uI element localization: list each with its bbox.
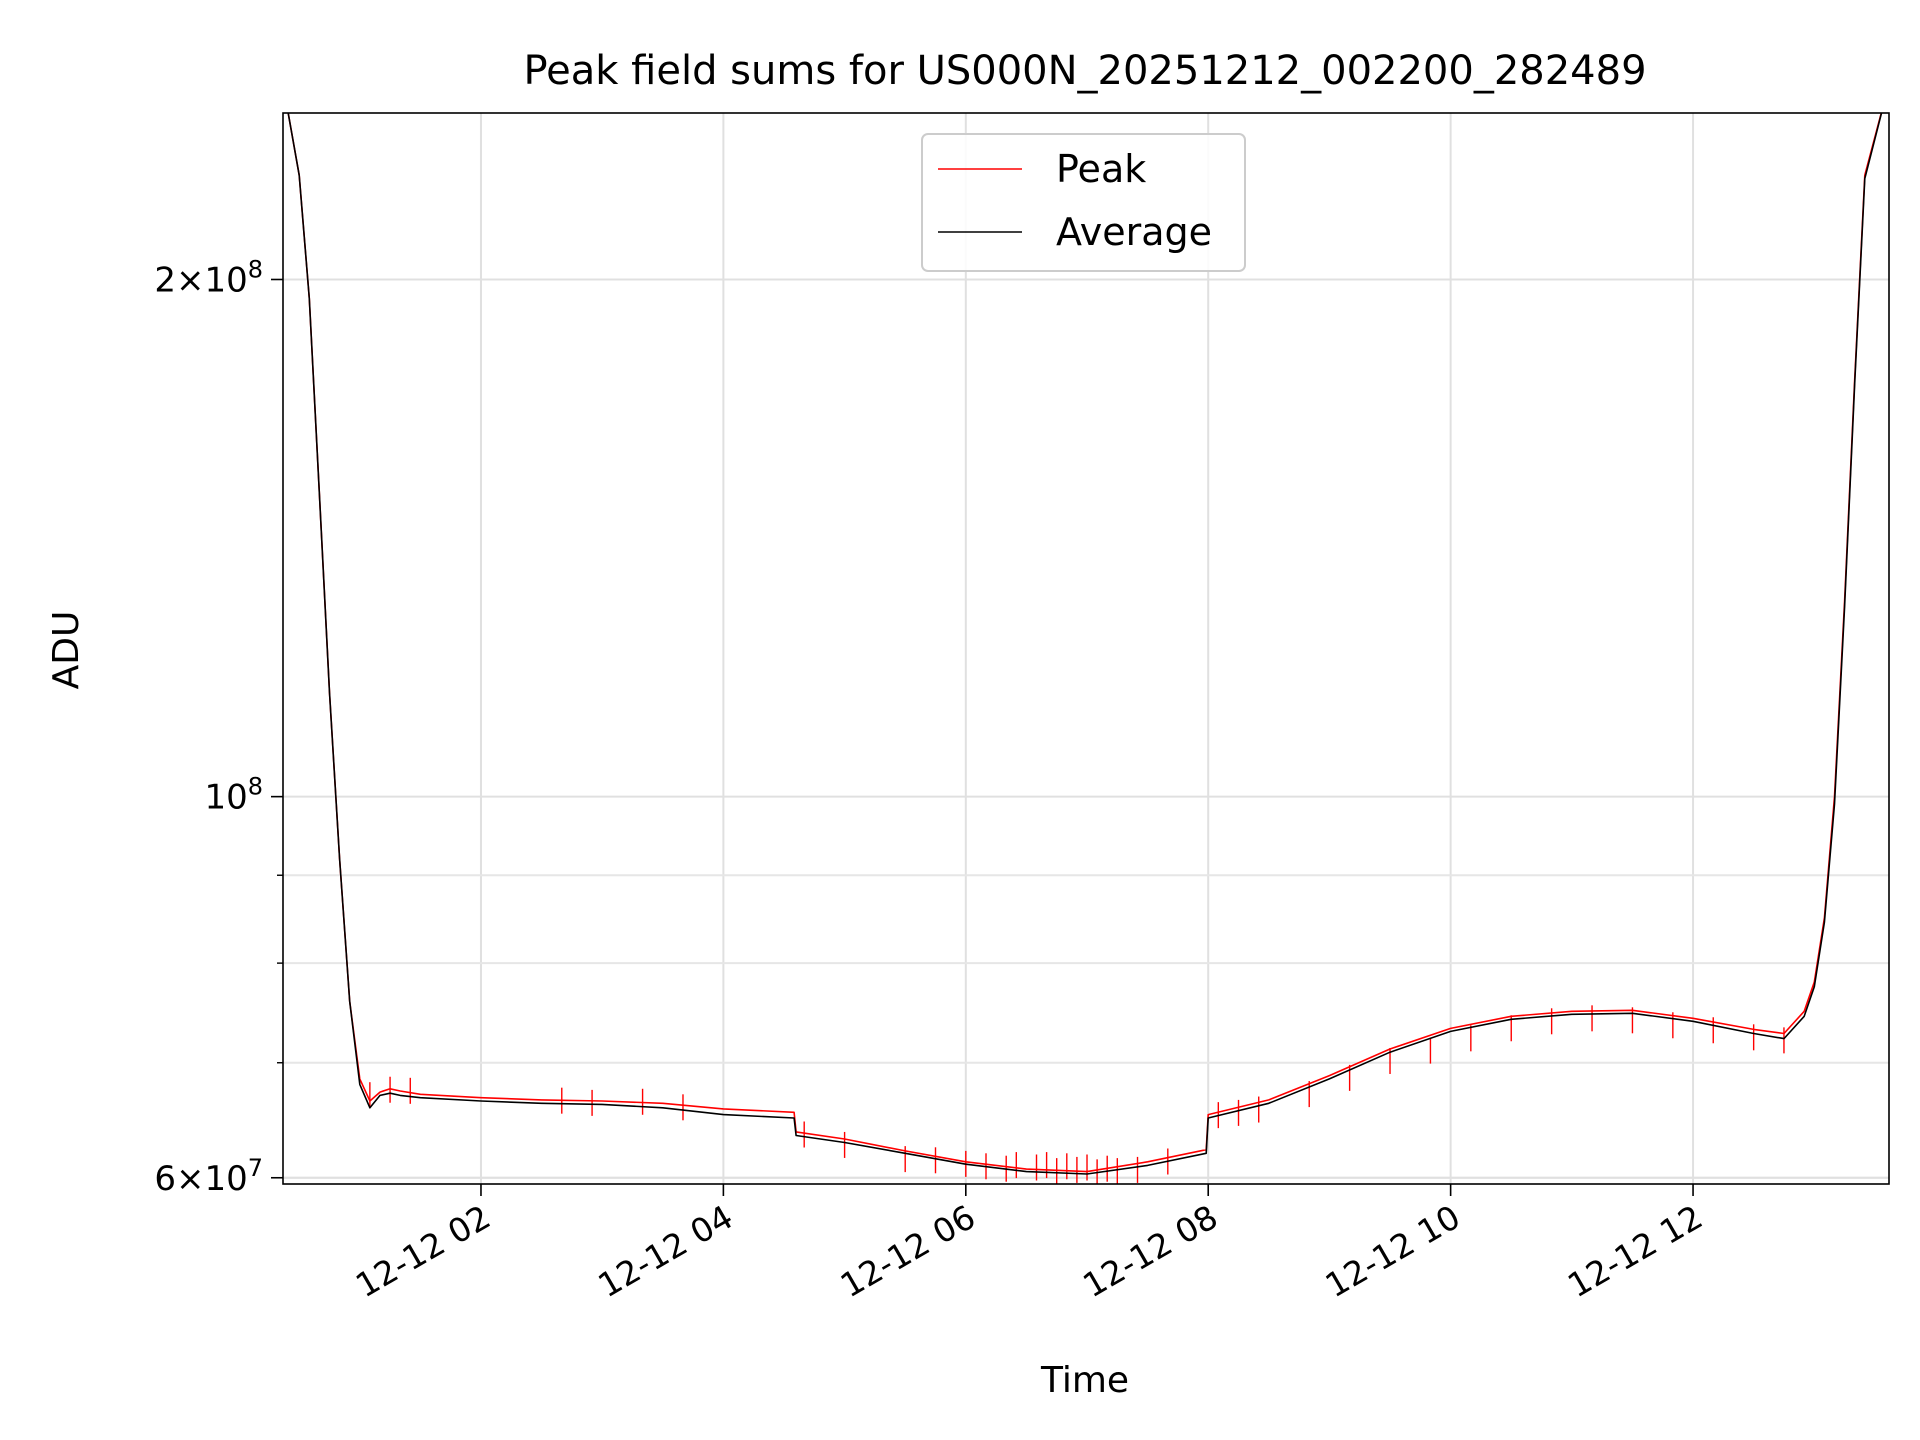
legend: Peak Average [921, 133, 1246, 272]
legend-label-average: Average [1056, 210, 1212, 254]
series-average-line [287, 113, 1883, 1175]
x-axis-label: Time [1040, 1360, 1129, 1401]
y-tick-label: 108 [204, 773, 263, 818]
y-tick-label: 2×108 [154, 255, 263, 300]
plot-frame [282, 112, 1890, 1185]
y-axis: 6×107 108 2×108 [154, 255, 283, 1199]
legend-label-peak: Peak [1056, 147, 1146, 191]
grid [283, 113, 1889, 1184]
y-axis-label: ADU [46, 611, 87, 690]
series-layer [287, 113, 1883, 1184]
series-peak-line [287, 113, 1883, 1173]
y-tick-label: 6×107 [154, 1154, 263, 1199]
chart-title: Peak field sums for US000N_20251212_0022… [523, 48, 1646, 94]
